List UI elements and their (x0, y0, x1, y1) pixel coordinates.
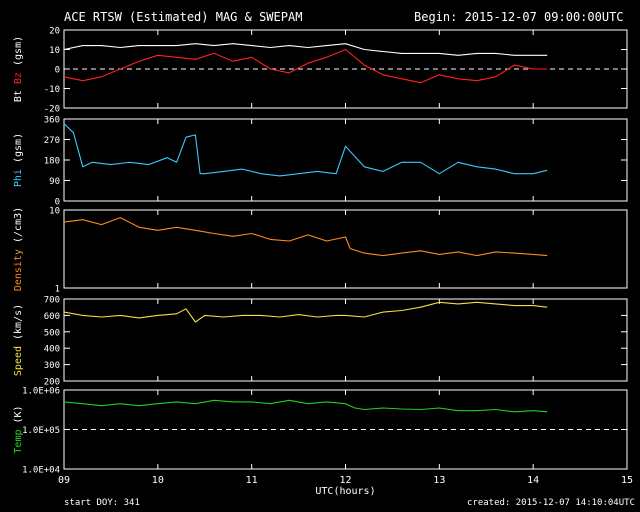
phi-y-tick-label: 360 (44, 116, 60, 126)
density-y-tick-label: 10 (49, 207, 60, 217)
mag-series-bt (63, 43, 548, 56)
mag-axis-label-part: Bz (13, 72, 24, 84)
speed-axis-label-part: (km/s) (13, 304, 24, 346)
temp-y-tick-label: 1.0E+05 (22, 426, 60, 436)
mag-y-tick-label: 20 (49, 27, 60, 37)
mag-axis-label: Bt Bz (gsm) (13, 36, 24, 102)
mag-series-bz (63, 48, 548, 84)
x-tick-label: 10 (152, 475, 164, 486)
density-panel-frame (63, 209, 628, 289)
speed-series-speed (63, 301, 548, 323)
speed-panel-frame (63, 298, 628, 382)
x-tick-label: 09 (58, 475, 70, 486)
speed-y-tick-label: 600 (44, 312, 60, 322)
mag-axis-label-part: (gsm) (13, 36, 24, 72)
phi-y-tick-label: 180 (44, 157, 60, 167)
speed-y-tick-label: 500 (44, 328, 60, 338)
x-tick-label: 13 (433, 475, 445, 486)
speed-y-tick-label: 700 (44, 296, 60, 306)
created-time: created: 2015-12-07 14:10:04UTC (467, 498, 635, 508)
chart-title: ACE RTSW (Estimated) MAG & SWEPAM (64, 10, 303, 24)
phi-axis-label-part: Phi (13, 169, 24, 187)
density-axis-label: Density (/cm3) (13, 207, 24, 291)
start-doy: start DOY: 341 (64, 498, 140, 508)
phi-panel-frame (63, 118, 628, 202)
phi-y-tick-label: 0 (55, 198, 60, 208)
temp-axis-label: Temp (K) (13, 405, 24, 453)
speed-y-tick-label: 200 (44, 378, 60, 388)
x-tick-label: 14 (527, 475, 539, 486)
density-series-density (63, 217, 548, 257)
begin-time: Begin: 2015-12-07 09:00:00UTC (414, 10, 624, 24)
phi-axis-label-part: (gsm) (13, 133, 24, 169)
speed-axis-label: Speed (km/s) (13, 304, 24, 376)
density-y-tick-label: 1 (55, 285, 60, 295)
temp-y-tick-label: 1.0E+06 (22, 387, 60, 397)
temp-axis-label-part: (K) (13, 405, 24, 429)
x-tick-label: 11 (246, 475, 258, 486)
mag-y-tick-label: 10 (49, 46, 60, 56)
mag-y-tick-label: 0 (55, 66, 60, 76)
x-axis-label: UTC(hours) (315, 486, 375, 497)
phi-series-phi (63, 123, 548, 177)
mag-y-tick-label: -10 (44, 85, 60, 95)
phi-axis-label: Phi (gsm) (13, 133, 24, 187)
mag-axis-label-part: Bt (13, 90, 24, 102)
temp-y-tick-label: 1.0E+04 (22, 466, 60, 476)
mag-y-tick-label: -20 (44, 105, 60, 115)
phi-y-tick-label: 270 (44, 136, 60, 146)
x-tick-label: 12 (339, 475, 351, 486)
density-axis-label-part: (/cm3) (13, 207, 24, 249)
phi-y-tick-label: 90 (49, 177, 60, 187)
speed-y-tick-label: 300 (44, 361, 60, 371)
speed-axis-label-part: Speed (13, 346, 24, 376)
x-tick-label: 15 (621, 475, 633, 486)
speed-y-tick-label: 400 (44, 345, 60, 355)
density-axis-label-part: Density (13, 249, 24, 291)
temp-axis-label-part: Temp (13, 430, 24, 454)
temp-series-temp (63, 399, 548, 413)
